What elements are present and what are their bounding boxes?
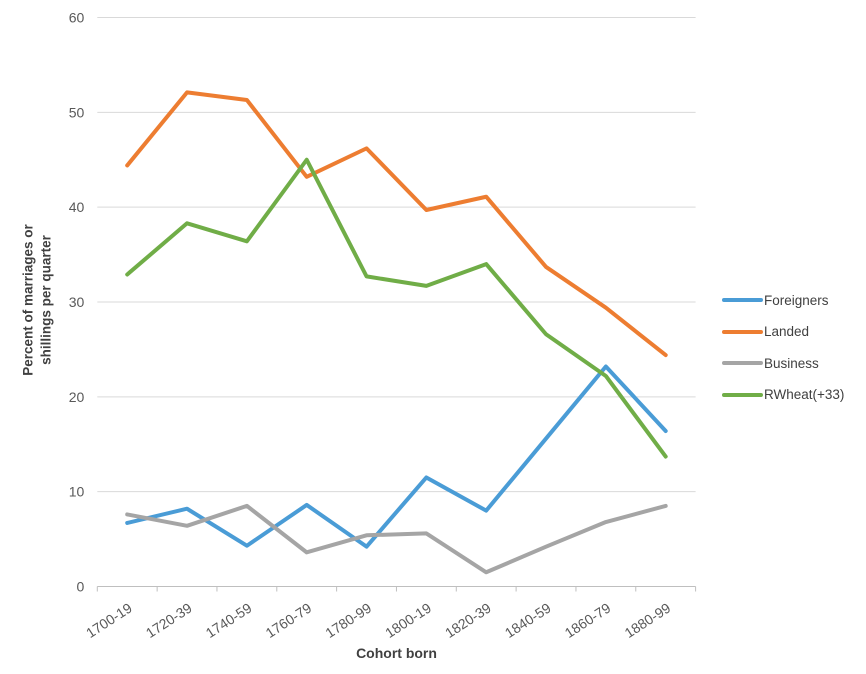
y-tick-label: 30 <box>69 294 85 310</box>
legend-item: Business <box>722 354 844 372</box>
x-tick-label: 1800-19 <box>382 599 434 641</box>
series-line-landed <box>125 90 668 358</box>
y-tick-label: 0 <box>77 579 85 595</box>
y-tick-label: 50 <box>69 104 85 120</box>
x-tick-label: 1740-59 <box>203 599 255 641</box>
legend-item: Foreigners <box>722 291 844 309</box>
y-tick-label: 40 <box>69 199 85 215</box>
legend-line-swatch <box>722 298 763 302</box>
x-axis-title: Cohort born <box>356 645 437 661</box>
legend-line-swatch <box>722 329 763 334</box>
x-tick-label: 1780-99 <box>322 599 374 641</box>
legend-label: Business <box>764 355 819 371</box>
series-line-rwheat-33- <box>125 157 668 459</box>
y-axis-title: Percent of marriages or shillings per qu… <box>20 224 53 376</box>
legend-label: Landed <box>764 324 810 339</box>
y-tick-label: 60 <box>69 10 85 26</box>
x-tick-label: 1880-99 <box>622 599 674 641</box>
legend-label: Foreigners <box>764 292 829 308</box>
x-tick-label: 1860-79 <box>562 599 614 641</box>
legend-item: Landed <box>722 323 844 341</box>
legend-line-swatch <box>722 392 763 397</box>
x-tick-label: 1840-59 <box>502 599 554 641</box>
legend-label: RWheat(+33) <box>764 387 845 402</box>
series-line-foreigners <box>125 364 668 549</box>
x-tick-label: 1760-79 <box>263 599 315 641</box>
legend-line-swatch <box>722 361 763 365</box>
x-tick-label: 1720-39 <box>143 599 195 641</box>
series-line-business <box>125 503 668 575</box>
y-tick-label: 10 <box>69 484 85 500</box>
x-tick-label: 1820-39 <box>442 599 494 641</box>
legend: Foreigners Landed Business RWheat(+33) <box>722 291 844 417</box>
legend-item: RWheat(+33) <box>722 386 844 404</box>
y-tick-label: 20 <box>69 389 85 405</box>
x-tick-label: 1700-19 <box>83 599 135 641</box>
